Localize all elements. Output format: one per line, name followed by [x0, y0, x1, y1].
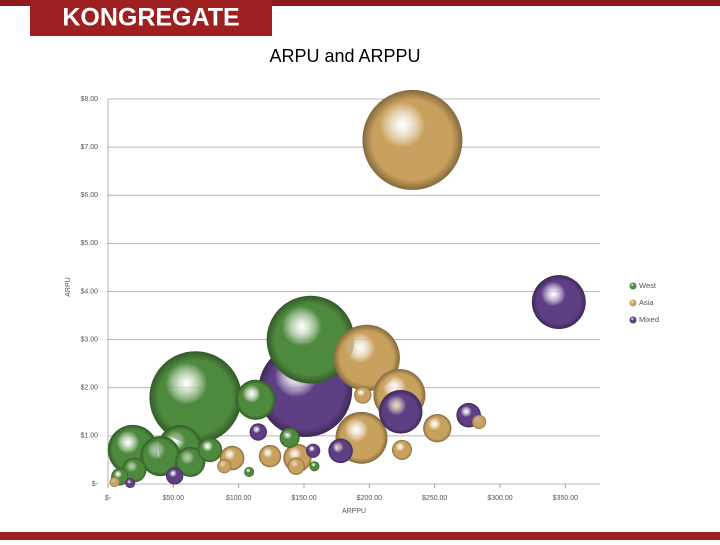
bubble-shade [258, 444, 282, 468]
bubble-shade [423, 414, 452, 443]
bubble-shade [362, 89, 463, 190]
bubble-shade [287, 457, 305, 475]
x-tick-label: $200.00 [357, 495, 382, 502]
bubble-shade [472, 414, 487, 429]
x-tick-label: $250.00 [422, 495, 447, 502]
bubble-shade [266, 295, 355, 384]
legend-label: Mixed [639, 315, 659, 324]
legend-marker [629, 282, 637, 290]
bubble-shade [217, 459, 232, 474]
x-tick-label: $150.00 [291, 495, 316, 502]
y-tick-label: $6.00 [80, 192, 98, 199]
x-tick-label: $350.00 [553, 495, 578, 502]
bubble-shade [235, 379, 276, 420]
bubble-shade [165, 467, 184, 485]
logo: KONGREGATE [62, 4, 239, 32]
y-axis-label: ARPU [65, 277, 72, 296]
bubble-shade [306, 443, 321, 458]
y-tick-label: $4.00 [80, 288, 98, 295]
y-tick-label: $7.00 [80, 144, 98, 151]
y-tick-label: $8.00 [80, 96, 98, 103]
legend-label: West [639, 281, 657, 290]
bubble-shade [378, 390, 423, 434]
y-tick-label: $3.00 [80, 336, 98, 343]
bubble-shade [175, 446, 206, 477]
bubble-shade [354, 386, 372, 404]
top-band [0, 0, 720, 6]
x-tick-label: $- [105, 495, 112, 502]
bubble-shade [149, 351, 242, 444]
x-tick-label: $100.00 [226, 495, 251, 502]
bubble-shade [309, 461, 320, 472]
logo-box [30, 0, 272, 36]
x-axis-label: ARPPU [342, 508, 366, 515]
bubble-shade [197, 437, 223, 463]
bubble-shade [333, 324, 400, 392]
bubble-shade [140, 436, 181, 477]
bubble-shade [279, 427, 300, 448]
y-tick-label: $1.00 [80, 433, 98, 440]
x-tick-label: $50.00 [163, 495, 185, 502]
legend-label: Asia [639, 298, 654, 307]
bubble-shade [109, 477, 120, 488]
bottom-band [0, 532, 720, 540]
y-tick-label: $- [92, 481, 99, 488]
y-tick-label: $2.00 [80, 385, 98, 392]
legend-marker [629, 299, 637, 307]
bubble-shade [125, 478, 136, 489]
x-tick-label: $300.00 [487, 495, 512, 502]
bubble-shade [392, 439, 412, 460]
chart-title: ARPU and ARPPU [269, 46, 420, 66]
bubble-shade [249, 423, 267, 441]
bubble-shade [531, 275, 586, 330]
bubble-shade [244, 466, 255, 477]
bubble-shade [328, 438, 353, 464]
y-tick-label: $5.00 [80, 240, 98, 247]
legend-marker [629, 316, 637, 324]
